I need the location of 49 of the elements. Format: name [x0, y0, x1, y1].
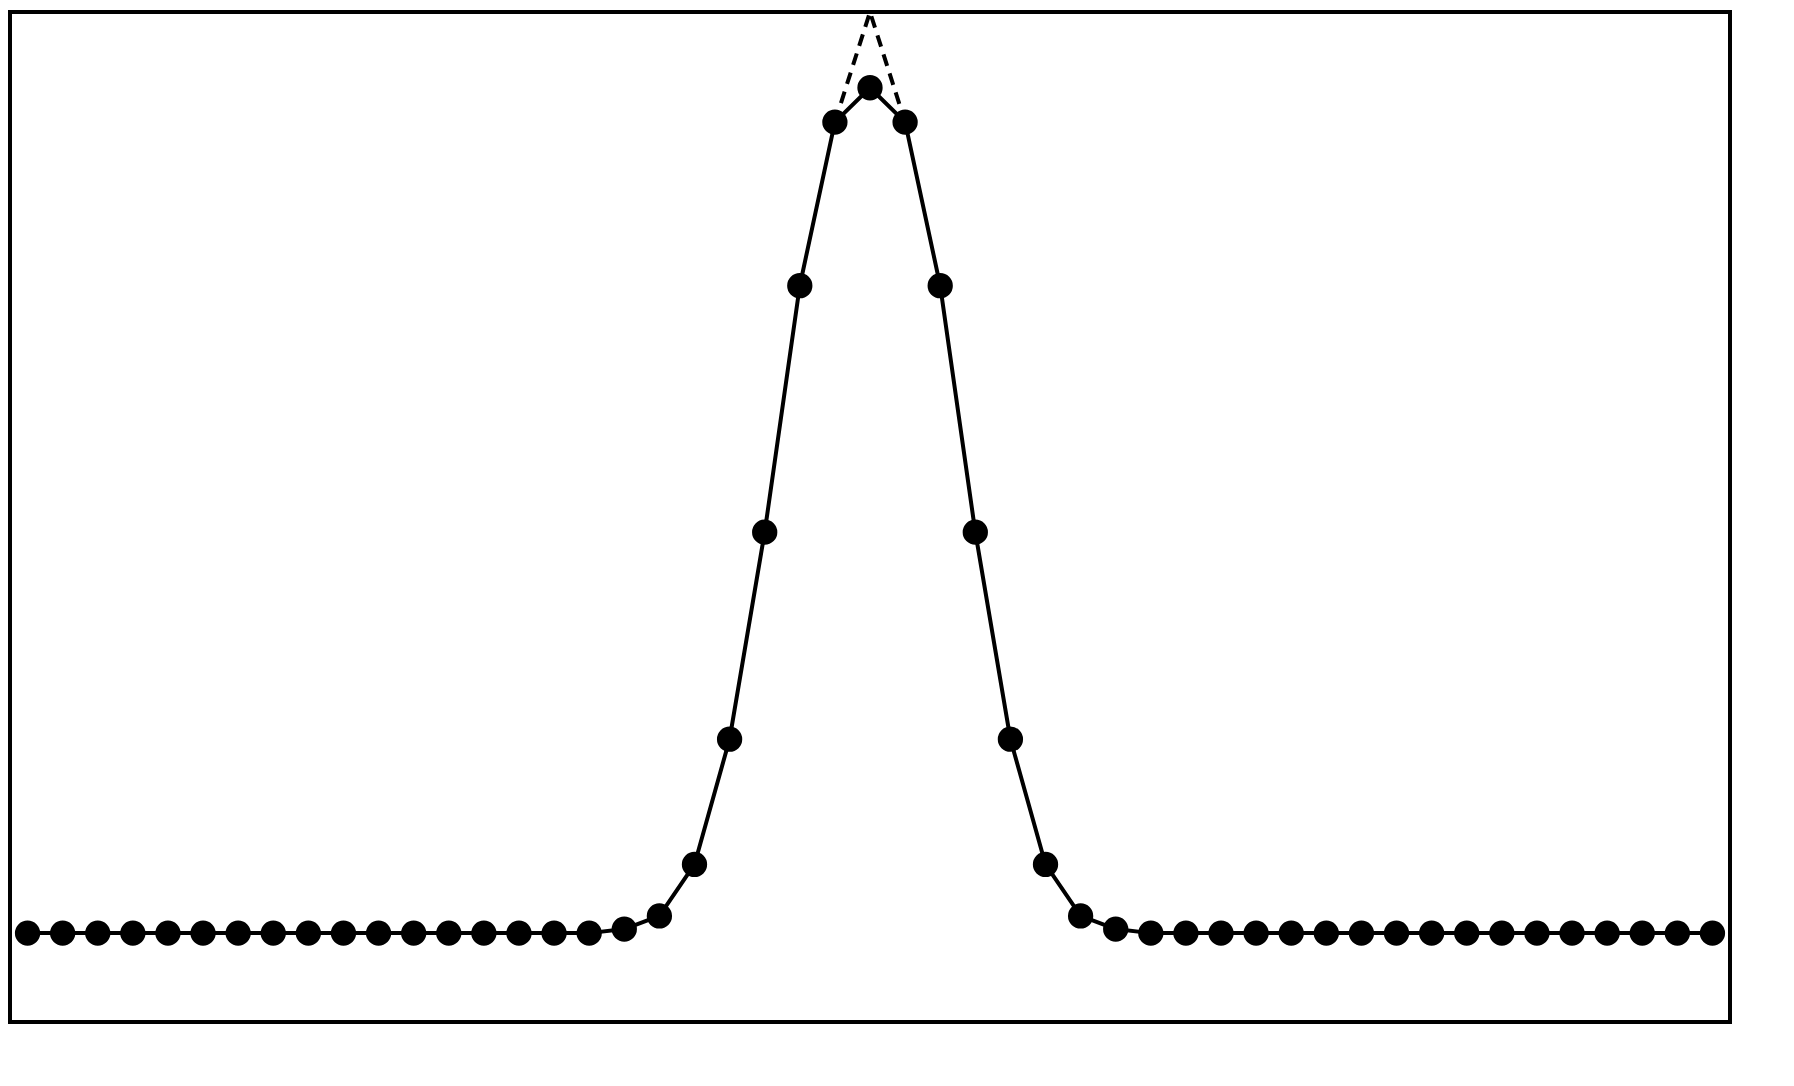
point: [1278, 920, 1304, 946]
point: [576, 920, 602, 946]
point: [260, 920, 286, 946]
point: [1067, 903, 1094, 929]
point: [365, 920, 392, 946]
point: [541, 920, 567, 946]
point: [1524, 920, 1550, 946]
point: [1348, 920, 1375, 946]
point: [1664, 920, 1690, 946]
point: [1243, 920, 1269, 946]
point: [295, 920, 322, 946]
point: [1454, 920, 1480, 946]
point: [85, 920, 111, 946]
point: [1103, 916, 1129, 942]
point: [155, 920, 181, 946]
point: [1629, 920, 1655, 946]
point: [822, 109, 848, 135]
point: [716, 726, 743, 752]
point: [1594, 920, 1620, 946]
point: [1208, 920, 1234, 946]
point: [120, 920, 146, 946]
point: [14, 920, 41, 946]
point: [1699, 920, 1726, 946]
point: [50, 920, 76, 946]
point: [787, 273, 813, 299]
point: [1173, 920, 1199, 946]
point: [1032, 851, 1059, 878]
point: [1383, 920, 1410, 946]
point: [1138, 920, 1164, 946]
point: [190, 920, 216, 946]
point: [1489, 920, 1515, 946]
point: [927, 273, 953, 299]
point: [471, 920, 497, 946]
point: [1418, 920, 1445, 946]
point: [1559, 920, 1585, 946]
point: [225, 920, 251, 946]
point: [681, 851, 708, 878]
point: [506, 920, 532, 946]
point: [997, 726, 1024, 752]
point: [857, 75, 883, 101]
point: [962, 519, 988, 545]
point: [330, 920, 357, 946]
point: [892, 109, 918, 135]
point: [646, 903, 673, 929]
point: [611, 916, 637, 942]
point: [436, 920, 462, 946]
point: [752, 519, 778, 545]
point: [401, 920, 427, 946]
point: [1313, 920, 1339, 946]
